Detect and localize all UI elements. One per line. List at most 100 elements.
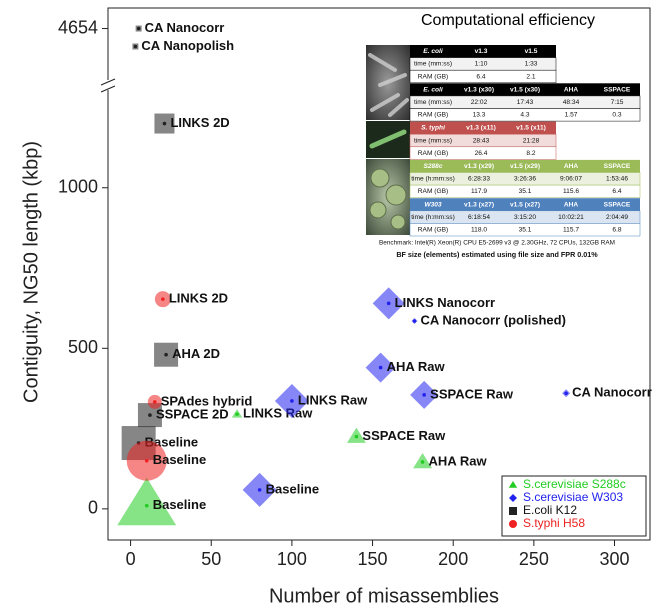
legend-label: S.cerevisiae S288c [523, 477, 626, 491]
point-label: Baseline [153, 497, 206, 512]
y-tick-label: 4654 [58, 17, 98, 37]
point-label: AHA Raw [387, 359, 446, 374]
point-dot [413, 319, 417, 323]
table-cell: 115.7 [563, 226, 579, 233]
table-cell: time (mm:ss) [414, 61, 452, 68]
point-dot [355, 435, 359, 439]
inset-footnote: Benchmark: Intel(R) Xeon(R) CPU E5-2699 … [379, 240, 615, 247]
table-cell: RAM (GB) [418, 150, 448, 157]
table-cell: RAM (GB) [418, 112, 448, 119]
table-cell: 6:18:54 [468, 214, 490, 221]
table-cell: time (h:mm:ss) [411, 214, 455, 221]
table-cell: 2:04:49 [606, 214, 628, 221]
point-label: LINKS 2D [169, 291, 228, 306]
point-label: Baseline [266, 481, 319, 496]
table-header-cell: W303 [424, 201, 442, 208]
table-header-cell: v1.3 (x30) [464, 86, 494, 93]
point-dot [258, 488, 262, 492]
table-cell: 28:43 [473, 137, 490, 144]
point-dot [379, 366, 383, 370]
table-cell: 17:43 [517, 99, 534, 106]
y-tick-label: 0 [88, 498, 98, 518]
inset-note: BF size (elements) estimated using file … [396, 250, 598, 259]
inset-table: E. coli v1.3 (x30) v1.5 (x30) AHA SSPACE time… [410, 83, 640, 121]
x-tick-label: 100 [277, 549, 307, 569]
point-label: SSPACE Raw [430, 386, 514, 401]
inset-images [366, 45, 410, 235]
square-marker [509, 507, 517, 515]
table-cell: 2.1 [526, 73, 535, 80]
point-dot [137, 27, 141, 31]
table-header-cell: v1.5 [525, 48, 538, 55]
x-tick-label: 0 [126, 549, 136, 569]
point-dot [163, 122, 167, 126]
table-cell: 0.3 [612, 112, 621, 119]
table-cell: 48:34 [563, 99, 580, 106]
table-cell: 13.3 [473, 112, 486, 119]
table-header-cell: SSPACE [604, 86, 631, 93]
table-cell: 8.2 [526, 150, 535, 157]
point-dot [164, 353, 168, 357]
table-cell: 1.57 [565, 112, 578, 119]
inset-title: Computational efficiency [421, 12, 595, 29]
table-cell: 6.4 [612, 188, 621, 195]
table-cell: 26.4 [475, 150, 488, 157]
point-dot [564, 391, 568, 395]
point-label: CA Nanocorr [572, 385, 652, 400]
table-header-cell: S. typhi [421, 125, 445, 132]
point-dot [235, 412, 239, 416]
legend-label: E.coli K12 [523, 503, 577, 517]
chart: Computational efficiency Number of misas… [0, 0, 664, 610]
table-cell: 6:28:33 [468, 176, 490, 183]
point-dot [153, 400, 157, 404]
point-dot [145, 504, 149, 508]
legend-label: S.cerevisiae W303 [523, 490, 623, 504]
table-cell: time (mm:ss) [414, 99, 452, 106]
table-cell: RAM (GB) [418, 226, 448, 233]
table-header-cell: SSPACE [604, 163, 631, 170]
table-header-cell: SSPACE [604, 201, 631, 208]
table-cell: 35.1 [519, 188, 532, 195]
x-tick-label: 200 [438, 549, 468, 569]
point-label: CA Nanocorr [145, 20, 225, 35]
point-dot [145, 459, 149, 463]
point-label: LINKS 2D [170, 115, 229, 130]
table-cell: 118.0 [471, 226, 487, 233]
table-header-cell: E. coli [423, 86, 443, 93]
point-label: AHA 2D [172, 346, 220, 361]
legend-label: S.typhi H58 [523, 516, 585, 530]
point-label: CA Nanopolish [141, 38, 234, 53]
point-dot [422, 393, 426, 397]
x-tick-label: 300 [599, 549, 629, 569]
table-header-cell: AHA [564, 201, 579, 208]
table-header-cell: AHA [564, 86, 579, 93]
point-dot [387, 302, 391, 306]
table-cell: time (h:mm:ss) [411, 176, 455, 183]
table-header-cell: v1.5 (x11) [516, 125, 546, 132]
table-header-cell: v1.3 [475, 48, 488, 55]
point-label: LINKS Raw [243, 406, 313, 421]
table-header-cell: v1.5 (x27) [510, 201, 540, 208]
x-tick-label: 150 [358, 549, 388, 569]
point-dot [421, 460, 425, 464]
inset-table: W303 v1.3 (x27) v1.5 (x27) AHA SSPACE time (h… [410, 198, 640, 236]
table-cell: 22:02 [471, 99, 488, 106]
table-cell: 6.4 [476, 73, 485, 80]
table-header-cell: v1.3 (x29) [464, 163, 494, 170]
table-header-cell: AHA [564, 163, 579, 170]
x-tick-label: 50 [201, 549, 221, 569]
table-header-cell: E. coli [423, 48, 443, 55]
point-label: LINKS Nanocorr [395, 295, 495, 310]
table-cell: 1:33 [525, 61, 538, 68]
table-header-cell: v1.3 (x27) [464, 201, 494, 208]
table-cell: 6.8 [612, 226, 621, 233]
table-cell: 4.3 [520, 112, 529, 119]
circle-marker [509, 520, 517, 528]
point-dot [161, 297, 165, 301]
point-dot [134, 45, 138, 49]
table-cell: 35.1 [519, 226, 532, 233]
table-cell: 3:15:20 [514, 214, 536, 221]
point-label: LINKS Raw [298, 392, 368, 407]
y-axis-label: Contiguity, NG50 length (kbp) [20, 141, 42, 403]
table-header-cell: v1.5 (x30) [510, 86, 540, 93]
